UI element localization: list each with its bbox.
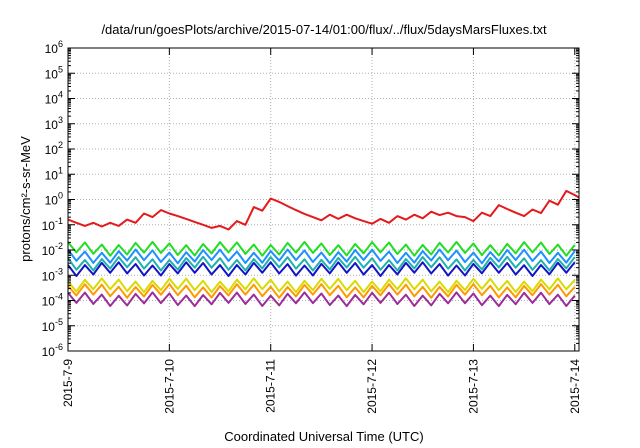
y-tick-label: 101 — [45, 165, 63, 182]
y-tick-label: 103 — [45, 115, 63, 132]
y-tick-label: 104 — [45, 90, 63, 107]
series-line — [67, 189, 580, 231]
y-tick-label: 10-6 — [42, 342, 63, 359]
series-line — [67, 277, 576, 294]
x-axis-label: Coordinated Universal Time (UTC) — [224, 429, 423, 444]
y-tick-label: 10-5 — [42, 317, 63, 334]
y-tick-label: 10-2 — [42, 241, 63, 258]
y-tick-label: 10-3 — [42, 266, 63, 283]
series-line — [67, 248, 576, 265]
x-tick-label: 2015-7-13 — [466, 359, 480, 414]
y-tick-label: 106 — [45, 39, 63, 56]
y-tick-label: 10-4 — [42, 292, 63, 309]
series-line — [67, 261, 576, 277]
series-line — [67, 240, 576, 257]
y-tick-label: 100 — [45, 191, 63, 208]
x-tick-label: 2015-7-12 — [365, 359, 379, 414]
x-tick-label: 2015-7-10 — [162, 359, 176, 414]
series-layer — [67, 189, 580, 308]
x-tick-label: 2015-7-11 — [264, 359, 278, 413]
series-line — [67, 255, 576, 272]
x-tick-label: 2015-7-14 — [568, 359, 582, 414]
chart-title: /data/run/goesPlots/archive/2015-07-14/0… — [101, 22, 547, 37]
series-line — [67, 291, 576, 308]
series-line — [67, 283, 576, 299]
y-axis: 10-6 10-5 10-4 10-3 10-2 10-1 100 101 102 103 104 1… — [42, 39, 579, 359]
y-tick-label: 10-1 — [42, 216, 63, 233]
x-axis: 2015-7-9 2015-7-10 2015-7-11 2015-7-12 2015-… — [61, 48, 582, 414]
y-tick-label: 105 — [45, 64, 63, 81]
x-tick-label: 2015-7-9 — [61, 359, 75, 407]
y-axis-label: protons/cm²-s-sr-MeV — [18, 136, 33, 262]
grid-lines — [68, 48, 579, 351]
y-tick-label: 102 — [45, 140, 63, 157]
